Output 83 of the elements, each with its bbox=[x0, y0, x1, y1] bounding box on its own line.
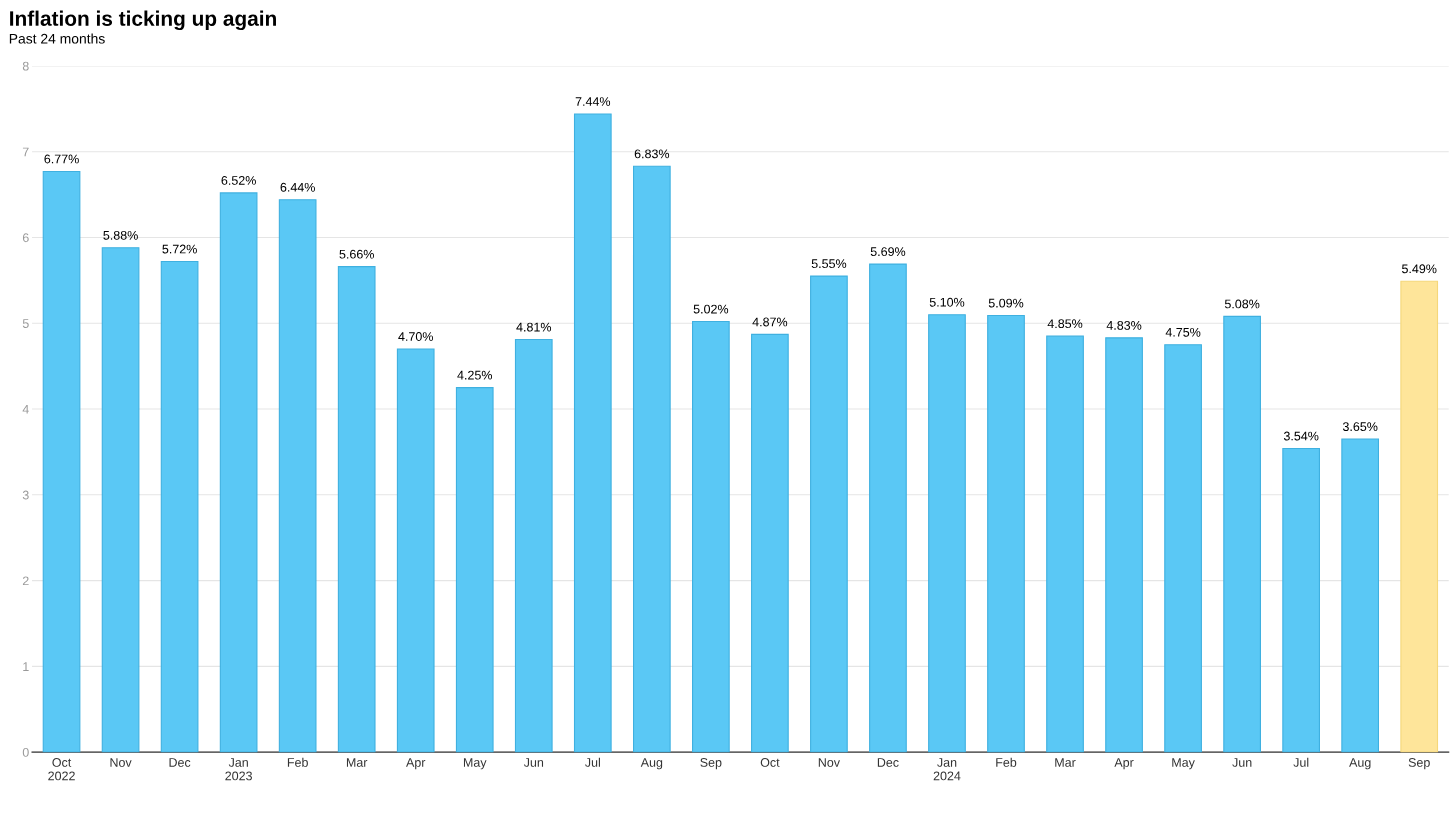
data-label: 6.44% bbox=[280, 182, 315, 192]
data-label: 4.75% bbox=[1165, 327, 1201, 337]
bar bbox=[514, 339, 553, 753]
y-tick-label: 6 bbox=[22, 233, 29, 243]
x-tick-label: Apr bbox=[1114, 758, 1134, 770]
x-tick-label: Jan 2023 bbox=[225, 758, 252, 781]
bar bbox=[692, 320, 730, 753]
data-label: 5.88% bbox=[103, 230, 138, 240]
data-label: 5.55% bbox=[811, 259, 847, 269]
data-label: 6.77% bbox=[44, 154, 79, 164]
x-tick-label: Feb bbox=[287, 757, 308, 767]
x-tick-label: Dec bbox=[877, 758, 899, 767]
y-tick-label: 0 bbox=[22, 747, 29, 757]
y-tick-label: 3 bbox=[22, 490, 29, 500]
data-label: 4.70% bbox=[398, 332, 433, 341]
x-tick-label: Mar bbox=[346, 758, 368, 767]
bar bbox=[928, 314, 966, 753]
bar bbox=[278, 199, 317, 753]
data-label: 3.54% bbox=[1283, 431, 1319, 441]
bar bbox=[810, 275, 848, 753]
y-tick-label: 5 bbox=[22, 319, 29, 328]
y-tick-label: 2 bbox=[22, 576, 29, 586]
x-tick-label: Nov bbox=[110, 758, 132, 767]
y-tick-label: 8 bbox=[22, 61, 29, 71]
y-tick-label: 4 bbox=[22, 404, 29, 414]
x-tick-label: Dec bbox=[169, 758, 191, 767]
bar bbox=[869, 263, 907, 753]
data-label: 5.69% bbox=[870, 247, 906, 257]
x-tick-label: Aug bbox=[640, 758, 663, 770]
chart-subtitle: Past 24 months bbox=[9, 33, 105, 44]
x-tick-label: Mar bbox=[1055, 758, 1076, 767]
x-tick-label: Jan 2024 bbox=[933, 758, 961, 781]
x-tick-label: Aug bbox=[1349, 758, 1371, 770]
bar bbox=[219, 192, 258, 753]
bar bbox=[573, 113, 612, 753]
bar bbox=[632, 165, 671, 753]
data-label: 4.25% bbox=[457, 370, 493, 380]
bar bbox=[1046, 335, 1084, 753]
bar bbox=[1400, 280, 1439, 753]
x-tick-label: Jul bbox=[585, 757, 600, 767]
x-tick-label: Jun bbox=[523, 758, 544, 767]
x-tick-label: May bbox=[463, 758, 487, 770]
data-label: 3.65% bbox=[1342, 422, 1378, 432]
x-tick-label: Sep bbox=[700, 758, 722, 770]
data-label: 4.87% bbox=[752, 317, 788, 327]
bar bbox=[455, 387, 494, 753]
data-label: 5.09% bbox=[988, 298, 1024, 308]
data-label: 4.85% bbox=[1047, 319, 1083, 329]
bar bbox=[42, 170, 81, 753]
bar bbox=[751, 333, 789, 753]
x-tick-label: Jun bbox=[1232, 758, 1252, 767]
bar bbox=[1105, 337, 1143, 753]
chart-title: Inflation is ticking up again bbox=[10, 10, 276, 31]
x-tick-label: Feb bbox=[996, 757, 1017, 767]
data-label: 5.02% bbox=[693, 304, 729, 314]
bar bbox=[396, 348, 435, 753]
x-tick-label: Jul bbox=[1293, 757, 1309, 767]
x-tick-label: Nov bbox=[818, 758, 840, 767]
data-label: 6.83% bbox=[634, 149, 670, 159]
bar bbox=[1341, 438, 1380, 753]
data-label: 5.08% bbox=[1224, 299, 1260, 309]
data-label: 5.10% bbox=[929, 297, 965, 307]
data-label: 5.72% bbox=[162, 244, 197, 254]
x-tick-label: Sep bbox=[1408, 758, 1430, 770]
bar bbox=[337, 266, 376, 753]
y-tick-label: 1 bbox=[23, 662, 29, 671]
data-label: 5.49% bbox=[1401, 264, 1437, 274]
x-tick-label: Apr bbox=[406, 758, 426, 770]
data-label: 7.44% bbox=[575, 97, 611, 106]
bar bbox=[1282, 447, 1321, 753]
bar bbox=[1223, 315, 1261, 753]
data-label: 6.52% bbox=[221, 176, 256, 185]
data-label: 4.83% bbox=[1106, 320, 1142, 330]
data-label: 4.81% bbox=[516, 322, 552, 332]
data-label: 5.66% bbox=[339, 249, 374, 259]
bar bbox=[1164, 344, 1202, 753]
x-tick-label: Oct 2022 bbox=[48, 758, 75, 781]
x-tick-label: May bbox=[1172, 758, 1195, 770]
y-tick-label: 7 bbox=[22, 147, 29, 157]
bar bbox=[101, 247, 140, 753]
x-tick-label: Oct bbox=[760, 758, 780, 767]
bar bbox=[160, 260, 199, 753]
bar bbox=[987, 314, 1025, 753]
